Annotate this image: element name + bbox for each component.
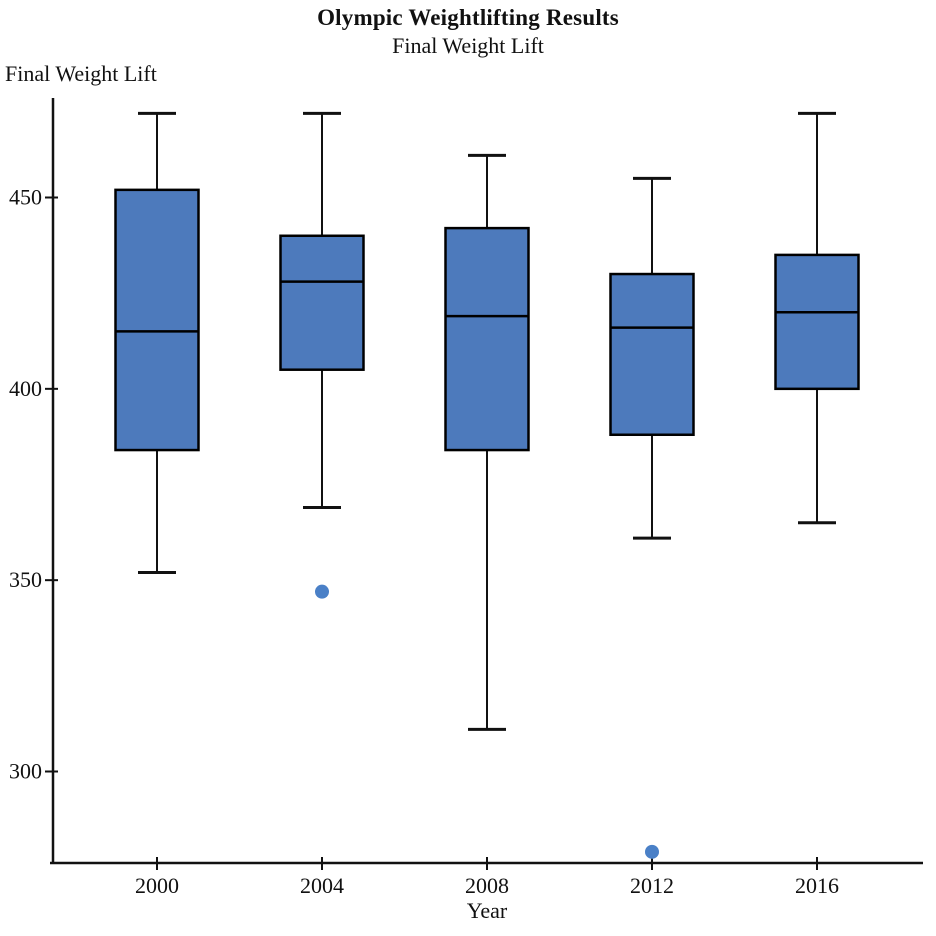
x-tick-label: 2012: [630, 873, 674, 898]
iqr-box: [444, 226, 530, 452]
outlier-point: [315, 584, 329, 599]
outlier-point: [645, 844, 659, 859]
iqr-box: [279, 234, 365, 371]
x-axis-title: Year: [466, 898, 508, 923]
y-tick-label: 400: [9, 376, 42, 401]
chart-title: Olympic Weightlifting Results: [317, 5, 619, 30]
y-tick-label: 350: [9, 567, 42, 592]
box-2000: [114, 111, 200, 575]
iqr-box: [774, 253, 860, 391]
box-2016: [774, 111, 860, 525]
iqr-box: [609, 272, 695, 437]
iqr-box: [114, 188, 200, 452]
x-tick-label: 2000: [135, 873, 179, 898]
x-tick-label: 2004: [300, 873, 344, 898]
x-tick-label: 2016: [795, 873, 839, 898]
chart-subtitle: Final Weight Lift: [392, 33, 544, 58]
box-2004: [279, 111, 365, 599]
box-2008: [444, 153, 530, 731]
y-axis-title: Final Weight Lift: [5, 61, 157, 86]
box-2012: [609, 176, 695, 859]
y-tick-label: 450: [9, 185, 42, 210]
x-tick-label: 2008: [465, 873, 509, 898]
y-tick-label: 300: [9, 759, 42, 784]
